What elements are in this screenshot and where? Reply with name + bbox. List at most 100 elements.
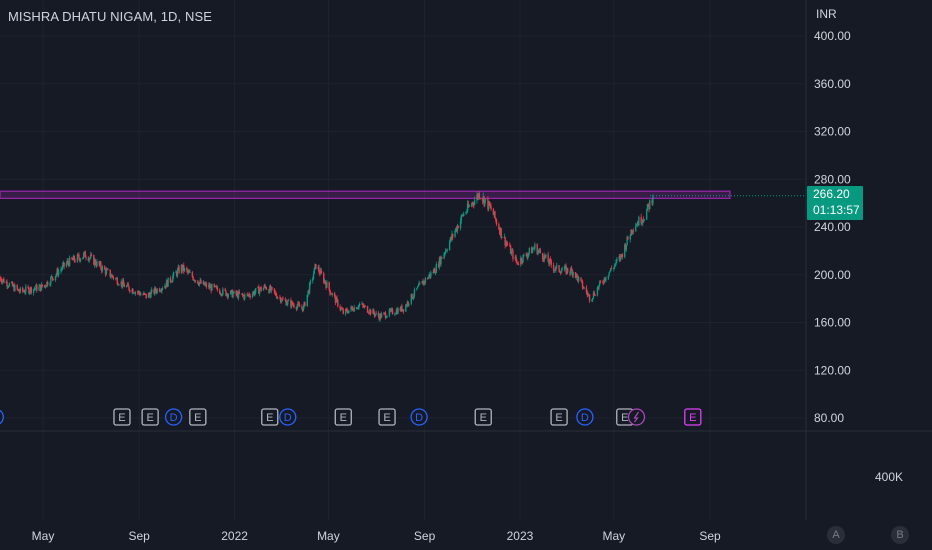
candle-body bbox=[50, 276, 53, 278]
candle-body bbox=[503, 236, 506, 238]
candle-body bbox=[154, 287, 157, 292]
candle-body bbox=[620, 254, 622, 260]
candle-body bbox=[408, 303, 410, 305]
candle-body bbox=[0, 280, 3, 283]
candle-body bbox=[82, 253, 85, 258]
candle-body bbox=[357, 307, 359, 309]
auto-scale-button[interactable]: A bbox=[827, 526, 845, 544]
candle-body bbox=[613, 267, 615, 269]
dividend-marker-label: D bbox=[284, 412, 292, 424]
candle-body bbox=[197, 280, 199, 284]
candle-body bbox=[545, 254, 547, 258]
candle-body bbox=[594, 295, 596, 297]
candle-body bbox=[262, 287, 265, 291]
candle-body bbox=[367, 312, 369, 314]
candle-body bbox=[506, 243, 509, 246]
candle-body bbox=[243, 295, 245, 299]
candle-body bbox=[198, 282, 201, 286]
candle-body bbox=[72, 259, 74, 261]
candle-body bbox=[534, 244, 536, 249]
candle-body bbox=[117, 284, 119, 286]
candle-body bbox=[423, 280, 426, 283]
candle-body bbox=[583, 287, 585, 289]
candle-body bbox=[455, 228, 458, 232]
candle-body bbox=[215, 285, 217, 287]
candle-body bbox=[648, 205, 650, 210]
candle-body bbox=[312, 278, 314, 281]
earnings-marker-label: E bbox=[266, 412, 273, 424]
candle-body bbox=[531, 247, 533, 254]
candle-body bbox=[297, 303, 299, 307]
candle-body bbox=[472, 202, 474, 205]
candle-body bbox=[411, 293, 413, 299]
candle-body bbox=[335, 297, 337, 303]
candle-body bbox=[537, 250, 539, 255]
candle-body bbox=[38, 286, 40, 291]
candle-body bbox=[186, 267, 188, 271]
candle-body bbox=[405, 304, 408, 306]
candle-body bbox=[566, 268, 568, 274]
candle-body bbox=[254, 288, 257, 293]
candle-body bbox=[549, 259, 551, 265]
candle-body bbox=[2, 278, 4, 281]
candle-body bbox=[303, 302, 305, 307]
candle-body bbox=[186, 270, 189, 273]
candle-body bbox=[362, 305, 365, 308]
candle-body bbox=[323, 280, 326, 283]
candle-body bbox=[434, 272, 437, 274]
split-marker bbox=[627, 408, 646, 426]
log-scale-button[interactable]: B bbox=[891, 526, 909, 544]
candle-body bbox=[22, 290, 25, 292]
candle-body bbox=[427, 278, 429, 279]
candle-body bbox=[180, 265, 183, 273]
candle-body bbox=[226, 293, 228, 296]
candle-body bbox=[308, 290, 310, 293]
candle-body bbox=[143, 292, 145, 295]
candle-body bbox=[624, 244, 627, 250]
candle-body bbox=[416, 286, 419, 289]
candle-body bbox=[65, 263, 68, 267]
candle-body bbox=[89, 257, 91, 259]
candle-body bbox=[643, 219, 646, 221]
candle-body bbox=[240, 293, 243, 295]
candle-body bbox=[435, 264, 438, 273]
candle-body bbox=[98, 261, 101, 266]
y-tick-label: 160.00 bbox=[814, 316, 851, 330]
candle-body bbox=[437, 264, 440, 268]
candle-body bbox=[477, 194, 479, 199]
resistance-zone bbox=[0, 190, 731, 199]
candle-body bbox=[488, 201, 491, 206]
candle-body bbox=[106, 269, 108, 271]
candle-body bbox=[13, 284, 15, 292]
candle-body bbox=[505, 242, 508, 244]
candle-body bbox=[219, 290, 221, 294]
candle-body bbox=[161, 288, 164, 290]
x-tick-label: May bbox=[317, 529, 340, 543]
candle-body bbox=[93, 259, 96, 265]
candle-body bbox=[366, 306, 369, 313]
candle-body bbox=[361, 303, 363, 305]
candle-body bbox=[112, 276, 115, 279]
candle-body bbox=[274, 292, 276, 293]
candle-body bbox=[399, 308, 402, 311]
candle-body bbox=[150, 291, 152, 298]
y-tick-label: 200.00 bbox=[814, 268, 851, 282]
candle-body bbox=[455, 228, 457, 231]
candle-body bbox=[129, 290, 131, 293]
candle-body bbox=[286, 303, 288, 306]
candle-body bbox=[499, 228, 502, 235]
candle-body bbox=[273, 288, 276, 293]
candle-body bbox=[297, 303, 300, 305]
candle-body bbox=[276, 297, 279, 299]
candle-body bbox=[139, 293, 141, 296]
candle-body bbox=[290, 299, 292, 307]
candle-body bbox=[231, 290, 233, 298]
candle-body bbox=[169, 277, 172, 282]
candle-body bbox=[328, 282, 330, 290]
candle-body bbox=[640, 216, 642, 224]
candle-body bbox=[596, 287, 599, 296]
candle-body bbox=[417, 285, 420, 287]
candle-body bbox=[362, 303, 364, 306]
